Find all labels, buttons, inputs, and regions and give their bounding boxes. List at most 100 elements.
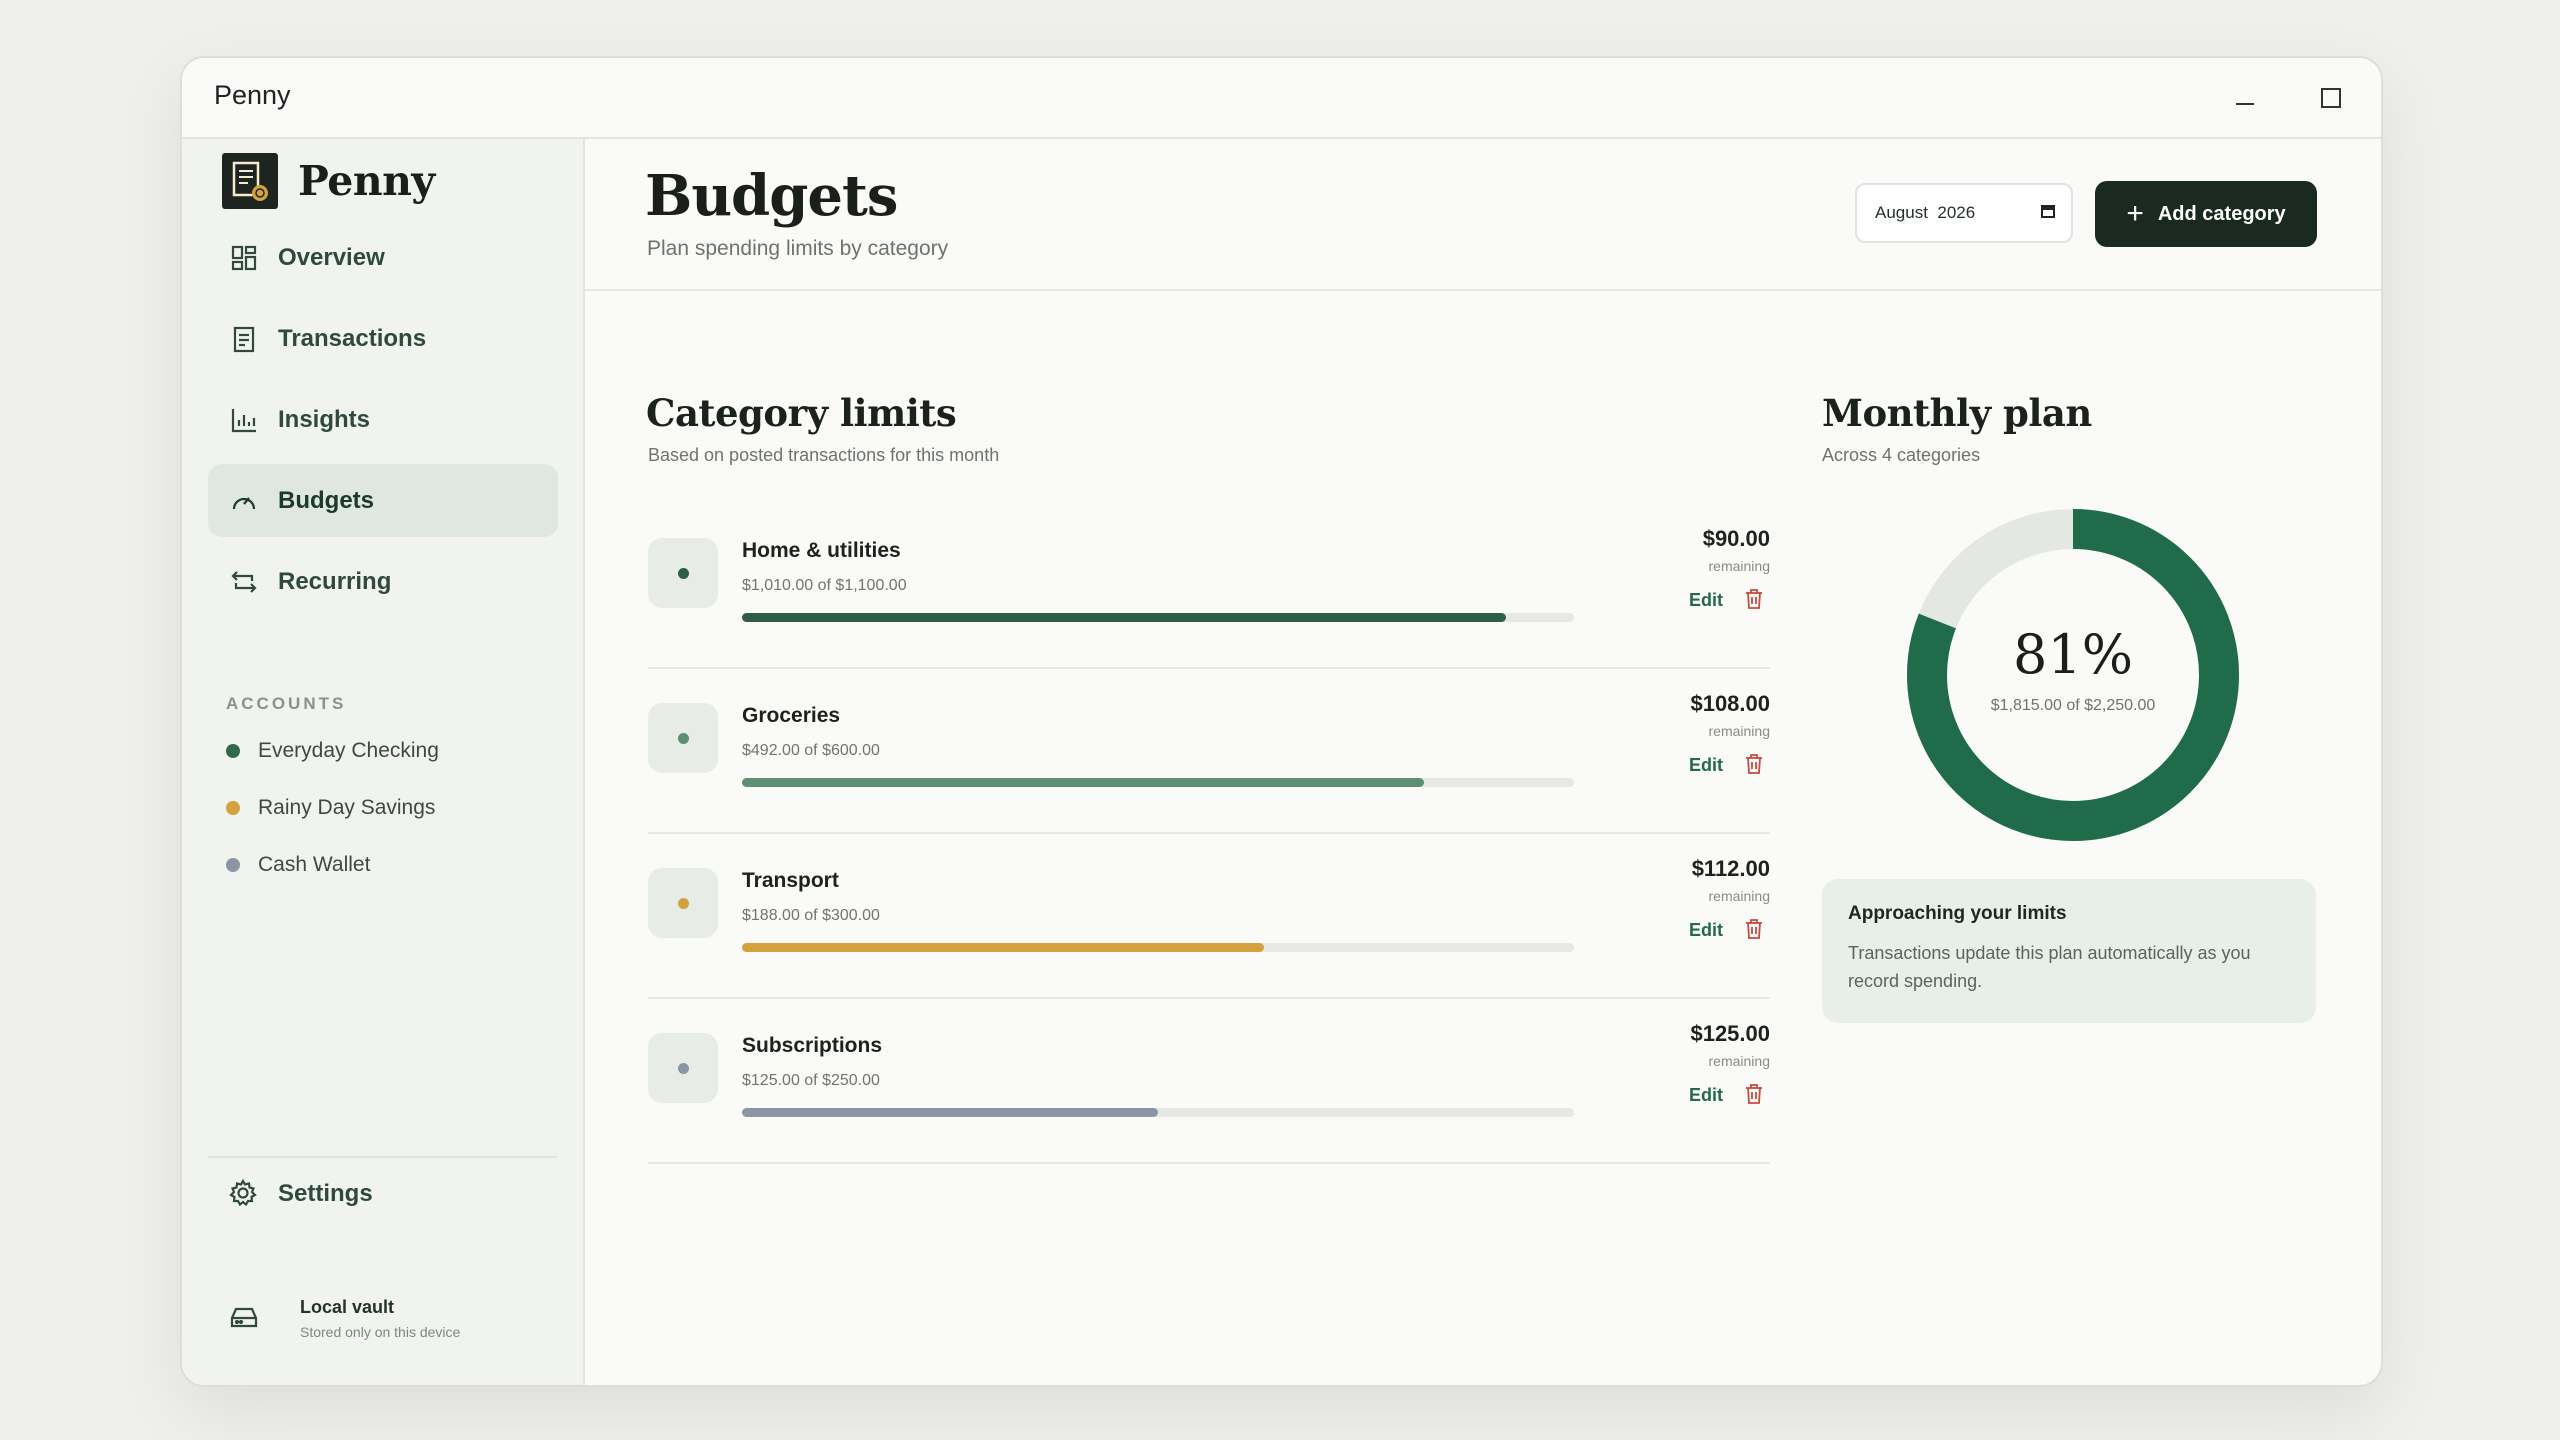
gear-icon <box>228 1178 260 1210</box>
category-remaining: $112.00 <box>1691 856 1770 881</box>
add-category-button[interactable]: + Add category <box>2095 181 2317 247</box>
trash-icon <box>1746 589 1762 609</box>
donut-progress-arc <box>1907 509 2239 841</box>
account-label: Cash Wallet <box>258 853 371 876</box>
settings-label: Settings <box>278 1180 373 1207</box>
page-title: Budgets <box>645 163 898 229</box>
account-color-dot <box>226 858 240 872</box>
category-row-groceries: Groceries $492.00 of $600.00 $108.00 rem… <box>648 667 1770 834</box>
edit-button[interactable]: Edit <box>1689 1085 1723 1105</box>
category-icon <box>648 538 718 608</box>
category-icon <box>648 868 718 938</box>
remaining-label: remaining <box>1708 1053 1770 1069</box>
tip-title: Approaching your limits <box>1848 903 2067 924</box>
sidebar-divider <box>208 1156 557 1158</box>
page-header: Budgets Plan spending limits by category… <box>585 139 2381 291</box>
sidebar: Penny Overview Transactions Insights <box>182 139 585 1385</box>
category-icon <box>648 1033 718 1103</box>
delete-button[interactable] <box>1744 1083 1764 1105</box>
nav-label: Overview <box>278 243 385 271</box>
category-name: Groceries <box>742 704 841 727</box>
category-progress-bar <box>742 1108 1574 1117</box>
app-window: Penny Penny <box>180 56 2383 1387</box>
category-name: Subscriptions <box>742 1034 883 1057</box>
main-nav: Overview Transactions Insights Budgets <box>208 221 558 626</box>
tip-body: Transactions update this plan automatica… <box>1848 943 2251 991</box>
category-limits-subtitle: Based on posted transactions for this mo… <box>648 445 1000 465</box>
calendar-icon <box>2041 203 2055 223</box>
plus-icon: + <box>2126 197 2144 230</box>
penny-logo-icon <box>222 153 278 209</box>
nav-item-budgets[interactable]: Budgets <box>208 464 558 537</box>
nav-label: Recurring <box>278 567 392 595</box>
maximize-button[interactable] <box>2309 76 2353 120</box>
account-everyday-checking[interactable]: Everyday Checking <box>226 739 439 763</box>
edit-button[interactable]: Edit <box>1689 755 1723 775</box>
progress-fill <box>742 778 1425 787</box>
account-label: Rainy Day Savings <box>258 796 436 819</box>
monthly-plan-title: Monthly plan <box>1822 391 2092 435</box>
settings-link[interactable]: Settings <box>228 1178 373 1210</box>
nav-item-recurring[interactable]: Recurring <box>208 545 558 618</box>
category-name: Home & utilities <box>742 539 901 562</box>
delete-button[interactable] <box>1744 918 1764 940</box>
bar-chart-icon <box>228 404 260 436</box>
limits-tip-card: Approaching your limits Transactions upd… <box>1822 879 2316 1023</box>
category-spent: $1,010.00 of $1,100.00 <box>742 577 907 594</box>
window-title: Penny <box>214 80 291 110</box>
progress-fill <box>742 943 1264 952</box>
category-spent: $188.00 of $300.00 <box>742 907 880 924</box>
category-progress-bar <box>742 613 1574 622</box>
delete-button[interactable] <box>1744 753 1764 775</box>
account-color-dot <box>226 744 240 758</box>
trash-icon <box>1746 919 1762 939</box>
category-row-home-utilities: Home & utilities $1,010.00 of $1,100.00 … <box>648 502 1770 669</box>
edit-button[interactable]: Edit <box>1689 920 1723 940</box>
month-picker[interactable]: August 2026 <box>1855 183 2073 243</box>
nav-item-insights[interactable]: Insights <box>208 383 558 456</box>
category-spent: $492.00 of $600.00 <box>742 742 880 759</box>
category-progress-bar <box>742 943 1574 952</box>
category-icon <box>648 703 718 773</box>
category-name: Transport <box>742 869 839 892</box>
accounts-heading: ACCOUNTS <box>226 694 347 713</box>
category-remaining: $108.00 <box>1690 691 1770 716</box>
progress-fill <box>742 613 1506 622</box>
delete-button[interactable] <box>1744 588 1764 610</box>
plan-percent: 81% <box>2012 623 2134 686</box>
account-cash-wallet[interactable]: Cash Wallet <box>226 853 370 877</box>
monthly-plan-subtitle: Across 4 categories <box>1822 445 1981 465</box>
maximize-icon <box>2321 88 2341 108</box>
category-remaining: $125.00 <box>1690 1021 1770 1046</box>
account-rainy-day-savings[interactable]: Rainy Day Savings <box>226 796 435 820</box>
vault-title: Local vault <box>300 1297 395 1317</box>
monthly-plan-donut <box>1907 509 2239 841</box>
nav-item-transactions[interactable]: Transactions <box>208 302 558 375</box>
category-limits-title: Category limits <box>646 391 957 435</box>
nav-item-overview[interactable]: Overview <box>208 221 558 294</box>
minimize-button[interactable] <box>2223 76 2267 120</box>
brand-name: Penny <box>298 157 435 205</box>
receipt-icon <box>228 323 260 355</box>
minimize-icon <box>2236 103 2254 105</box>
account-color-dot <box>226 801 240 815</box>
nav-label: Budgets <box>278 486 374 514</box>
account-label: Everyday Checking <box>258 739 439 762</box>
nav-label: Transactions <box>278 324 427 352</box>
local-vault-status: Local vault Stored only on this device <box>228 1297 460 1340</box>
add-category-label: Add category <box>2157 202 2286 225</box>
brand: Penny <box>222 153 435 209</box>
remaining-label: remaining <box>1708 723 1770 739</box>
main-content: Budgets Plan spending limits by category… <box>585 139 2381 1385</box>
month-value: August 2026 <box>1875 203 1976 222</box>
category-row-subscriptions: Subscriptions $125.00 of $250.00 $125.00… <box>648 997 1770 1164</box>
category-row-transport: Transport $188.00 of $300.00 $112.00 rem… <box>648 832 1770 999</box>
edit-button[interactable]: Edit <box>1689 590 1723 610</box>
trash-icon <box>1746 754 1762 774</box>
plan-amount: $1,815.00 of $2,250.00 <box>1990 697 2156 714</box>
trash-icon <box>1746 1084 1762 1104</box>
grid-icon <box>228 242 260 274</box>
vault-subtitle: Stored only on this device <box>300 1324 461 1340</box>
remaining-label: remaining <box>1708 558 1770 574</box>
title-bar: Penny <box>182 58 2381 139</box>
